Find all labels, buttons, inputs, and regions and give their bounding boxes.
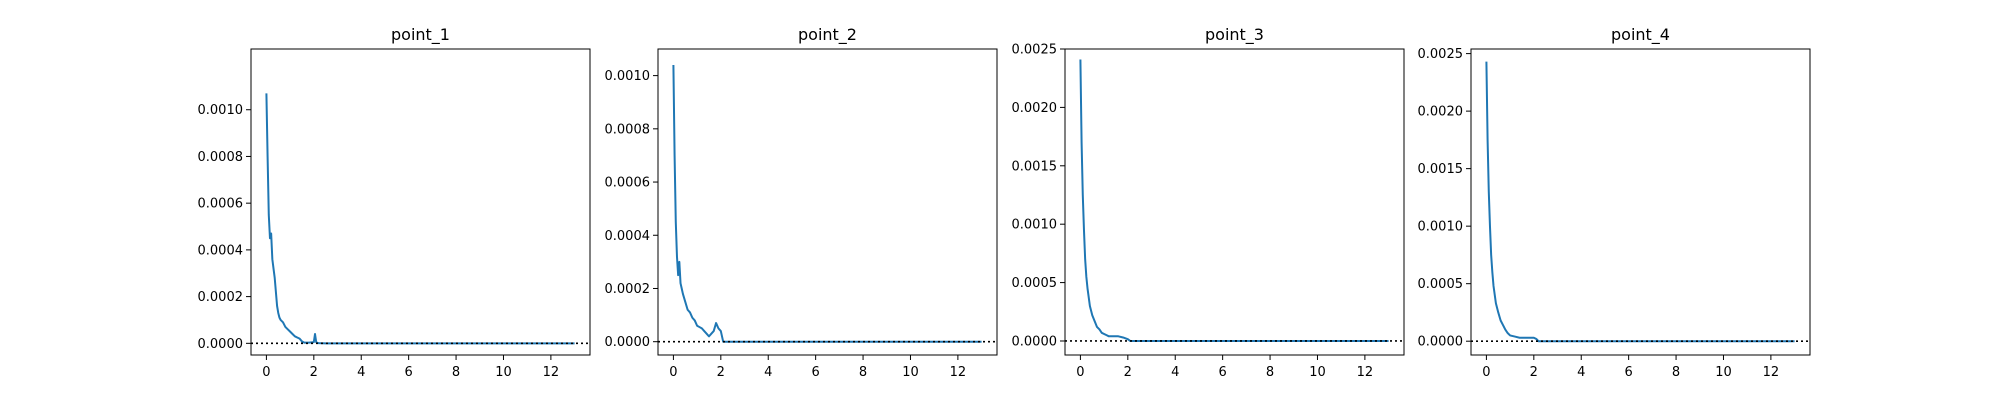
x-tick-label: 12	[1763, 365, 1780, 380]
x-tick-label: 6	[812, 365, 820, 380]
x-tick-label: 12	[1357, 365, 1374, 380]
y-tick-label: 0.0005	[1012, 276, 1058, 291]
x-tick-label: 10	[1715, 365, 1732, 380]
x-tick-label: 0	[262, 365, 270, 380]
subplot-4: point_4 0 2 4 6 8 10 12 0.0000 0.0005 0.0010 0.0015…	[1418, 25, 1811, 380]
x-tick-label: 6	[405, 365, 413, 380]
series-line	[672, 64, 982, 343]
y-tick-label: 0.0004	[198, 243, 244, 258]
axes-frame	[250, 48, 591, 356]
y-tick-label: 0.0000	[605, 335, 651, 350]
series-line	[1079, 59, 1389, 342]
x-tick-label: 4	[357, 365, 365, 380]
x-tick-label: 0	[669, 365, 677, 380]
x-tick-label: 8	[1672, 365, 1680, 380]
x-tick-label: 2	[1530, 365, 1538, 380]
x-tick-label: 12	[543, 365, 560, 380]
y-tick-label: 0.0025	[1418, 47, 1464, 62]
chart-title: point_2	[798, 25, 857, 45]
x-tick-label: 4	[1577, 365, 1585, 380]
subplot-2: point_2 0 2 4 6 8 10 12 0.0000 0.0002 0.0004 0.0006…	[605, 25, 998, 380]
chart-title: point_3	[1205, 25, 1264, 45]
x-tick-label: 10	[495, 365, 512, 380]
axes-frame	[657, 48, 998, 356]
x-tick-label: 2	[310, 365, 318, 380]
x-tick-label: 0	[1482, 365, 1490, 380]
subplot-3: point_3 0 2 4 6 8 10 12 0.0000 0.0005 0.0010 0.0015…	[1012, 25, 1405, 380]
series-line	[1485, 61, 1795, 343]
x-tick-label: 12	[950, 365, 967, 380]
y-tick-label: 0.0020	[1012, 101, 1058, 116]
y-tick-label: 0.0015	[1012, 159, 1058, 174]
x-tick-label: 2	[717, 365, 725, 380]
axes-frame	[1064, 48, 1405, 356]
x-tick-label: 8	[1266, 365, 1274, 380]
chart-title: point_4	[1611, 25, 1670, 45]
y-tick-label: 0.0000	[198, 337, 244, 352]
x-tick-label: 6	[1219, 365, 1227, 380]
y-tick-label: 0.0006	[198, 197, 244, 212]
y-tick-label: 0.0010	[1418, 220, 1464, 235]
y-tick-label: 0.0008	[605, 122, 651, 137]
x-tick-label: 8	[452, 365, 460, 380]
y-tick-label: 0.0010	[605, 69, 651, 84]
y-tick-label: 0.0010	[198, 103, 244, 118]
y-tick-label: 0.0010	[1012, 218, 1058, 233]
y-tick-label: 0.0025	[1012, 43, 1058, 58]
y-tick-label: 0.0015	[1418, 162, 1464, 177]
x-tick-label: 6	[1625, 365, 1633, 380]
y-tick-label: 0.0020	[1418, 105, 1464, 120]
axes-frame	[1470, 48, 1811, 356]
y-tick-label: 0.0002	[605, 282, 651, 297]
subplot-1: point_1 0 2 4 6 8 10 12 0.0000 0.0002 0.0004 0.0006…	[198, 25, 591, 380]
y-tick-label: 0.0008	[198, 150, 244, 165]
x-tick-label: 4	[764, 365, 772, 380]
y-tick-label: 0.0000	[1012, 334, 1058, 349]
y-tick-label: 0.0004	[605, 229, 651, 244]
series-line	[265, 93, 575, 345]
y-tick-label: 0.0005	[1418, 277, 1464, 292]
x-tick-label: 10	[902, 365, 919, 380]
x-tick-label: 2	[1124, 365, 1132, 380]
x-tick-label: 8	[859, 365, 867, 380]
y-tick-label: 0.0002	[198, 290, 244, 305]
y-tick-label: 0.0006	[605, 176, 651, 191]
chart-title: point_1	[391, 25, 450, 45]
y-tick-label: 0.0000	[1418, 335, 1464, 350]
x-tick-label: 4	[1171, 365, 1179, 380]
x-tick-label: 0	[1076, 365, 1084, 380]
x-tick-label: 10	[1309, 365, 1326, 380]
